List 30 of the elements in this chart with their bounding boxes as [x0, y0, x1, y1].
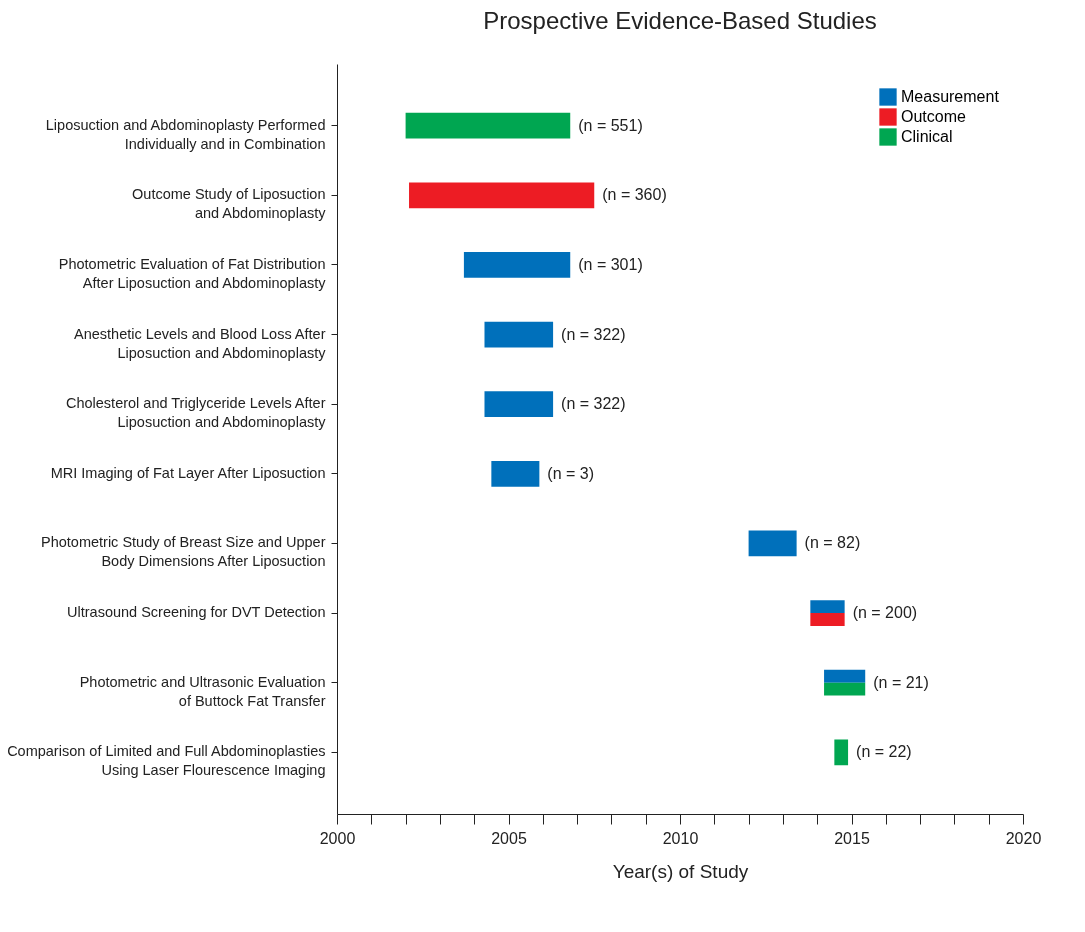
chart-title: Prospective Evidence-Based Studies: [483, 7, 877, 34]
y-tick-label: Cholesterol and Triglyceride Levels After Liposuction and Abdominoplasty: [65, 395, 327, 431]
y-tick-label: Outcome Study of Liposuction and Abdominoplasty: [132, 186, 327, 222]
annotation: (n = 22): [856, 743, 912, 761]
legend-label: Clinical: [901, 128, 953, 145]
annotation: (n = 3): [547, 464, 595, 482]
y-tick-label: Liposuction and Abdominoplasty Performed Individually and in Combination: [45, 116, 326, 152]
annotation: (n = 360): [602, 186, 667, 204]
annotation: (n = 322): [561, 325, 626, 343]
y-tick-label: Anesthetic Levels and Blood Loss After Liposuction and Abdominoplasty: [74, 325, 327, 361]
annotation: (n = 322): [561, 395, 626, 413]
legend-label: Outcome: [901, 108, 967, 125]
x-tick-label: 2000: [319, 829, 356, 847]
y-tick-label: Ultrasound Screening for DVT Detection: [67, 604, 326, 621]
x-tick-label: 2005: [491, 829, 527, 847]
x-tick-label: 2010: [662, 829, 699, 847]
y-tick-label: Comparison of Limited and Full Abdominoplasties Using Laser Flourescence Imaging: [7, 743, 326, 779]
annotation: (n = 551): [578, 116, 643, 134]
y-tick-label: MRI Imaging of Fat Layer After Liposuction: [50, 464, 326, 481]
annotation: (n = 82): [804, 534, 861, 552]
x-tick-label: 2020: [1005, 829, 1042, 847]
x-tick-label: 2015: [834, 829, 870, 847]
x-axis-title: Year(s) of Study: [612, 860, 749, 882]
annotation: (n = 21): [873, 673, 929, 691]
annotation: (n = 200): [852, 604, 918, 622]
annotation: (n = 301): [578, 255, 643, 273]
y-tick-label: Photometric Evaluation of Fat Distribution After Liposuction and Abdominoplasty: [58, 255, 327, 291]
legend-label: Measurement: [901, 88, 1000, 105]
y-tick-label: Photometric and Ultrasonic Evaluation of Buttock Fat Transfer: [79, 673, 326, 709]
y-tick-label: Photometric Study of Breast Size and Upper Body Dimensions After Liposuction: [40, 534, 326, 570]
